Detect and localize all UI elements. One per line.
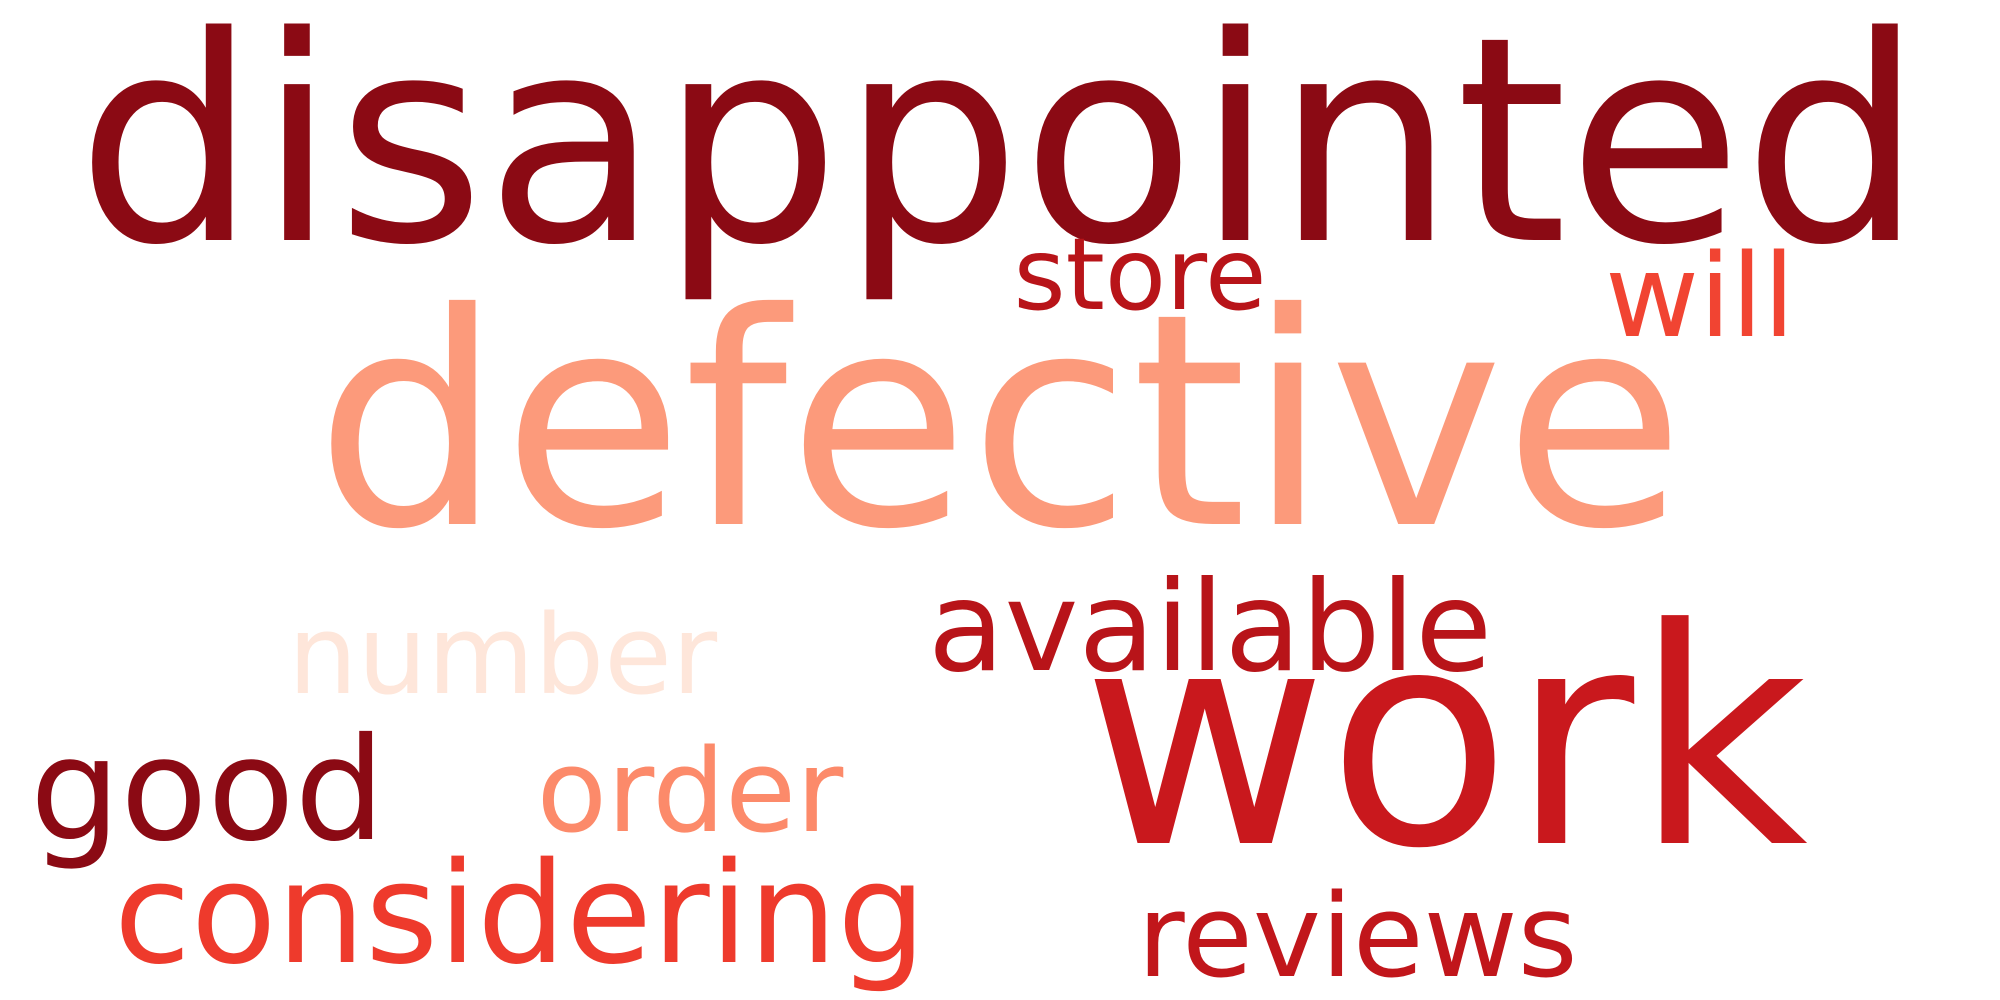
- word-order: order: [536, 725, 844, 859]
- word-store: store: [1013, 216, 1267, 333]
- word-good: good: [30, 706, 385, 873]
- word-number: number: [287, 591, 718, 719]
- word-disappointed: disappointed: [76, 0, 1924, 308]
- word-will: will: [1605, 230, 1795, 364]
- word-available: available: [927, 555, 1493, 700]
- word-reviews: reviews: [1137, 870, 1578, 1000]
- word-defective: defective: [315, 250, 1685, 594]
- word-work: work: [1082, 565, 1808, 914]
- word-considering: considering: [113, 833, 927, 996]
